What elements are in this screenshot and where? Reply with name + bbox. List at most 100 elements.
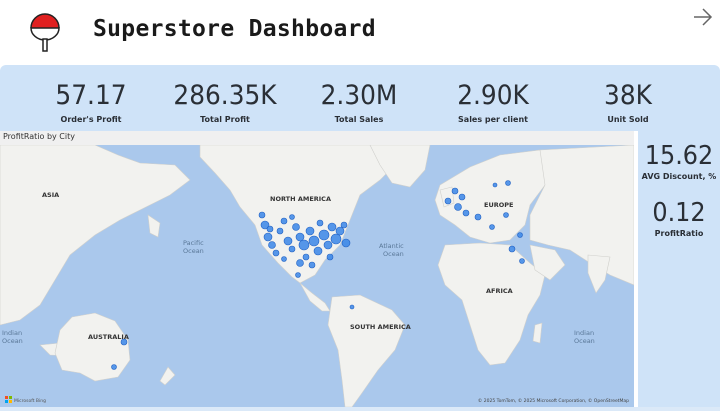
land-arabia (529, 244, 566, 281)
city-dot (120, 338, 128, 346)
city-dot (330, 233, 342, 245)
city-dot (308, 261, 316, 269)
land-greenland (369, 145, 431, 188)
label-africa: AFRICA (486, 287, 513, 295)
kpi-value: 2.30M (320, 80, 398, 111)
kpi-sales-per-client: 2.90K Sales per client (423, 65, 563, 125)
city-dot (454, 203, 462, 211)
city-dot (260, 220, 270, 230)
city-dot (341, 238, 351, 248)
label-north-america: NORTH AMERICA (270, 195, 331, 203)
city-dot (258, 211, 266, 219)
kpi-label: AVG Discount, % (641, 172, 717, 181)
city-dot (489, 224, 495, 230)
city-dot (296, 259, 304, 267)
city-dot (111, 364, 117, 370)
city-dot (313, 246, 323, 256)
label-south-america: SOUTH AMERICA (350, 323, 411, 331)
kpi-band: 57.17 Order's Profit 286.35K Total Profi… (0, 65, 720, 131)
map-attribution: © 2025 TomTom, © 2025 Microsoft Corporat… (478, 397, 629, 404)
kpi-value: 57.17 (55, 80, 127, 111)
city-dot (335, 226, 345, 236)
city-dot (272, 249, 280, 257)
city-dot (326, 253, 334, 261)
kpi-total-profit: 286.35K Total Profit (155, 65, 295, 125)
city-dot (349, 304, 355, 310)
city-dot (266, 225, 274, 233)
city-dot (474, 213, 482, 221)
city-dot (292, 223, 300, 231)
city-dot (305, 226, 315, 236)
city-dot (451, 187, 459, 195)
land-japan (147, 214, 161, 238)
city-dot (323, 240, 333, 250)
kpi-value: 0.12 (652, 198, 706, 228)
label-indian-left: Indian (2, 329, 22, 337)
kpi-label: Order's Profit (60, 115, 122, 124)
label-asia-left: ASIA (42, 191, 59, 199)
kpi-label: Unit Sold (607, 115, 649, 124)
kpi-label: Sales per client (458, 115, 528, 124)
city-dot (340, 221, 348, 229)
city-dots (111, 180, 525, 370)
land-india (587, 254, 611, 294)
map-header: ProfitRatio by City (0, 131, 634, 145)
city-dot (302, 253, 310, 261)
city-dot (281, 256, 287, 262)
svg-text:Microsoft Bing: Microsoft Bing (14, 398, 46, 404)
city-dot (288, 245, 296, 253)
kpi-value: 38K (604, 80, 652, 111)
kpi-avg-discount: 15.62 AVG Discount, % (638, 142, 720, 181)
city-dot (458, 193, 466, 201)
label-australia: AUSTRALIA (88, 333, 129, 341)
label-indian-left-2: Ocean (2, 337, 23, 345)
sharingan-fan-logo (30, 13, 60, 52)
city-dot (263, 232, 273, 242)
city-dot (295, 272, 301, 278)
city-dot (316, 219, 324, 227)
label-atlantic: Atlantic (379, 242, 404, 250)
page-title: Superstore Dashboard (93, 16, 376, 42)
kpi-profit-ratio: 0.12 ProfitRatio (638, 199, 720, 238)
kpi-label: Total Profit (200, 115, 250, 124)
city-dot (508, 245, 516, 253)
arrow-right-icon[interactable] (692, 6, 714, 28)
city-dot (308, 235, 320, 247)
label-indian-right: Indian (574, 329, 594, 337)
kpi-value: 15.62 (644, 141, 714, 171)
label-pacific: Pacific (183, 239, 204, 247)
land-europe (434, 149, 561, 244)
city-dot (295, 232, 305, 242)
kpi-total-sales: 2.30M Total Sales (289, 65, 429, 125)
land-africa (437, 242, 546, 366)
dashboard-header: Superstore Dashboard (0, 0, 720, 64)
profit-ratio-map[interactable]: ProfitRatio by City (0, 131, 634, 407)
bing-logo: Microsoft Bing (5, 396, 46, 404)
world-map[interactable]: ASIA NORTH AMERICA EUROPE AFRICA SOUTH A… (0, 145, 634, 407)
kpi-value: 2.90K (457, 80, 529, 111)
land-new-zealand (159, 366, 176, 386)
kpi-label: ProfitRatio (654, 229, 704, 238)
kpi-label: Total Sales (334, 115, 384, 124)
city-dot (462, 209, 470, 217)
city-dot (283, 236, 293, 246)
land-asia-right (529, 145, 634, 286)
land-madagascar (532, 322, 543, 344)
city-dot (492, 182, 498, 188)
map-title: ProfitRatio by City (3, 132, 75, 141)
kpi-unit-sold: 38K Unit Sold (558, 65, 698, 125)
label-pacific-2: Ocean (183, 247, 204, 255)
label-europe: EUROPE (484, 201, 513, 209)
city-dot (444, 197, 452, 205)
bottom-strip (0, 407, 720, 411)
city-dot (327, 222, 337, 232)
city-dot (280, 217, 288, 225)
land-south-america (327, 294, 406, 407)
city-dot (276, 227, 284, 235)
kpi-value: 286.35K (173, 80, 277, 111)
side-kpi-panel: 15.62 AVG Discount, % 0.12 ProfitRatio (638, 131, 720, 407)
land-australia (54, 312, 131, 382)
city-dot (519, 258, 525, 264)
city-dot (289, 214, 295, 220)
label-atlantic-2: Ocean (383, 250, 404, 258)
